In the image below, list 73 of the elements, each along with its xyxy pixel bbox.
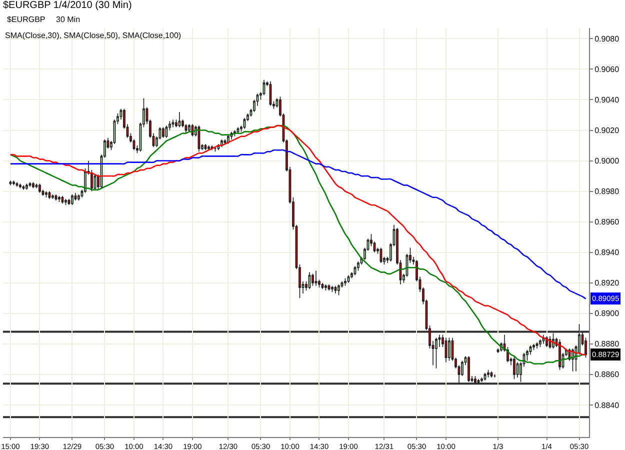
candlestick [178,112,181,128]
chart-title: $EURGBP 1/4/2010 (30 Min) [3,0,132,11]
y-tick-label: 0.8980 [594,187,620,196]
candlestick [204,144,207,150]
candlestick [48,190,51,200]
candlestick [435,337,438,369]
y-tick-label: 0.8880 [594,340,620,349]
candlestick [328,284,330,291]
candlestick [539,338,542,348]
y-tick-label: 0.8860 [594,370,620,380]
candlestick [262,79,266,96]
candlestick [19,183,22,189]
candlestick [344,278,346,286]
candlestick [35,183,38,189]
text: 30 Min [56,15,80,24]
y-tick-label: 0.9080 [594,34,620,44]
candlestick [347,274,350,284]
candlestick [448,337,450,362]
candlestick [162,126,164,138]
candlestick [45,190,48,198]
y-tick-label: 0.9040 [594,96,620,105]
y-tick-label: 0.8960 [594,218,620,227]
candlestick [214,146,216,152]
candlestick [22,184,25,190]
candlestick [64,198,67,206]
candlestick [188,124,190,132]
text: $EURGBP [7,15,46,24]
candlestick [12,180,15,186]
candlestick [312,273,314,286]
candlestick [338,284,340,296]
candlestick [484,372,486,381]
candlestick [54,194,58,201]
candlestick [71,194,74,206]
candlestick [61,195,64,204]
candlestick [314,270,318,286]
candlestick [487,369,490,378]
candlestick [165,125,168,138]
candlestick [9,180,12,186]
candlestick [513,356,516,380]
y-tick-label: 0.8940 [594,248,620,258]
candlestick [172,119,174,128]
y-tick-label: 0.8840 [594,400,620,410]
candlestick [334,286,337,294]
candlestick [78,194,80,201]
candlestick [26,183,28,190]
line-series [10,149,586,300]
candlestick [536,342,538,349]
candlestick [490,370,493,378]
candlestick [324,284,327,291]
candlestick [468,356,470,382]
y-tick-label: 0.8920 [594,278,620,288]
candlestick [354,266,356,276]
candlestick [532,344,535,350]
candlestick [184,124,188,134]
candlestick [357,261,360,272]
candlestick [28,182,32,188]
y-tick-label: 0.9000 [594,156,620,166]
candlestick [38,183,41,194]
candlestick [32,182,34,189]
candlestick [74,192,77,201]
candlestick [308,272,311,290]
candlestick [331,286,334,292]
y-tick-label: 0.9060 [594,65,620,74]
candlestick [321,282,324,290]
candlestick [444,337,448,363]
candlestick [16,182,18,188]
chart-subtitle: SMA(Close,30), SMA(Close,50), SMA(Close,100) [5,31,182,40]
candlestick [68,198,70,206]
candlestick [474,376,476,384]
candlestick [52,194,54,200]
y-tick-label: 0.9020 [594,126,620,136]
candlestick [58,195,60,202]
y-tick-label: 0.8900 [594,309,620,318]
